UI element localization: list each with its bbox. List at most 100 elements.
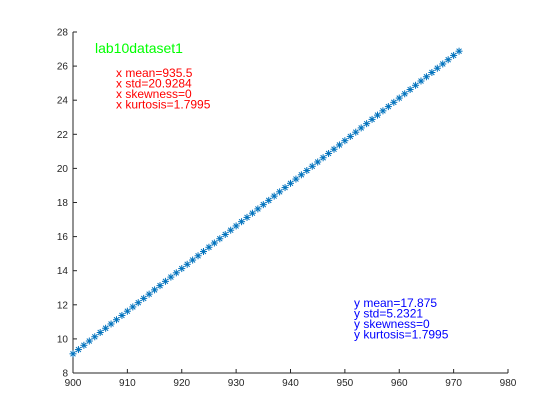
data-point bbox=[357, 124, 365, 132]
data-point bbox=[254, 205, 262, 213]
data-point bbox=[287, 179, 294, 187]
data-point bbox=[384, 103, 392, 111]
data-point bbox=[74, 346, 82, 354]
data-point bbox=[248, 209, 256, 217]
x-tick-label: 940 bbox=[282, 378, 299, 389]
y-skewness-label: y skewness=0 bbox=[354, 317, 430, 331]
data-point bbox=[455, 47, 463, 55]
data-point bbox=[118, 311, 126, 319]
data-point bbox=[129, 303, 137, 311]
data-point bbox=[80, 341, 88, 349]
data-point bbox=[96, 329, 104, 337]
data-point bbox=[151, 286, 159, 294]
y-tick-label: 20 bbox=[57, 164, 69, 175]
data-point bbox=[178, 265, 186, 273]
y-tick-label: 22 bbox=[57, 130, 69, 141]
y-tick-label: 18 bbox=[57, 198, 69, 209]
y-tick-label: 28 bbox=[57, 28, 69, 39]
data-point bbox=[276, 188, 284, 196]
data-point bbox=[444, 56, 452, 64]
data-point bbox=[183, 260, 191, 268]
data-point bbox=[335, 141, 343, 149]
data-point bbox=[281, 184, 289, 192]
data-point bbox=[270, 192, 278, 200]
data-point bbox=[69, 350, 77, 358]
y-tick-label: 16 bbox=[57, 232, 69, 243]
data-point bbox=[134, 299, 142, 307]
data-point bbox=[390, 98, 398, 106]
y-kurtosis-label: y kurtosis=1.7995 bbox=[354, 328, 449, 342]
y-tick-label: 10 bbox=[57, 334, 69, 345]
data-point bbox=[113, 316, 120, 324]
y-tick-label: 24 bbox=[57, 96, 69, 107]
data-point bbox=[406, 86, 414, 94]
data-point bbox=[232, 222, 240, 230]
data-point bbox=[145, 290, 153, 298]
data-point bbox=[194, 252, 202, 260]
data-point bbox=[238, 218, 246, 226]
data-point bbox=[368, 115, 376, 123]
data-point bbox=[91, 333, 99, 341]
data-point bbox=[346, 132, 354, 140]
data-point bbox=[363, 120, 371, 128]
data-point bbox=[325, 149, 333, 157]
data-point bbox=[314, 158, 322, 166]
data-point bbox=[308, 162, 316, 170]
y-mean-label: y mean=17.875 bbox=[354, 296, 437, 310]
data-point bbox=[450, 51, 458, 59]
data-point bbox=[85, 337, 93, 345]
x-tick-label: 970 bbox=[445, 378, 462, 389]
data-point bbox=[216, 235, 224, 243]
y-tick-label: 12 bbox=[57, 300, 69, 311]
data-point bbox=[243, 213, 251, 221]
data-point bbox=[189, 256, 197, 264]
data-point bbox=[156, 282, 164, 290]
data-point bbox=[319, 154, 327, 162]
data-point bbox=[205, 243, 213, 251]
data-point bbox=[297, 171, 305, 179]
data-point bbox=[123, 307, 131, 315]
data-point bbox=[352, 128, 360, 136]
x-tick-label: 930 bbox=[228, 378, 245, 389]
y-stats-annotation: y mean=17.875 y std=5.2321 y skewness=0 … bbox=[354, 296, 449, 342]
data-point bbox=[374, 111, 381, 119]
data-point bbox=[107, 320, 115, 328]
data-point bbox=[422, 73, 430, 81]
data-point bbox=[330, 145, 338, 153]
data-point bbox=[259, 201, 267, 209]
data-point bbox=[439, 60, 447, 68]
data-point bbox=[303, 167, 311, 175]
x-tick-label: 910 bbox=[119, 378, 136, 389]
data-point bbox=[161, 277, 169, 285]
data-point bbox=[412, 81, 420, 89]
x-stats-annotation: x mean=935.5 x std=20.9284 x skewness=0 … bbox=[116, 66, 211, 112]
x-tick-label: 980 bbox=[500, 378, 517, 389]
x-tick-label: 900 bbox=[65, 378, 82, 389]
data-point bbox=[210, 239, 218, 247]
x-tick-label: 960 bbox=[391, 378, 408, 389]
data-markers bbox=[69, 47, 463, 358]
x-mean-label: x mean=935.5 bbox=[116, 66, 193, 80]
data-point bbox=[433, 64, 441, 72]
data-point bbox=[227, 226, 235, 234]
y-std-label: y std=5.2321 bbox=[354, 307, 423, 321]
data-point bbox=[401, 90, 409, 98]
y-tick-label: 26 bbox=[57, 62, 69, 73]
data-point bbox=[167, 273, 175, 281]
data-point bbox=[102, 324, 110, 332]
data-point bbox=[417, 77, 425, 85]
dataset-name-label: lab10dataset1 bbox=[95, 40, 183, 56]
data-point bbox=[395, 94, 403, 102]
data-point bbox=[221, 230, 229, 238]
y-tick-label: 8 bbox=[62, 369, 68, 380]
data-point bbox=[200, 248, 207, 256]
data-point bbox=[265, 196, 273, 204]
data-point bbox=[379, 107, 387, 115]
data-point bbox=[341, 137, 349, 145]
data-point bbox=[140, 294, 148, 302]
x-tick-label: 920 bbox=[173, 378, 190, 389]
axes: 900 910 920 930 940 950 960 970 980 8 10 12 14 16 18 20… bbox=[57, 28, 517, 390]
